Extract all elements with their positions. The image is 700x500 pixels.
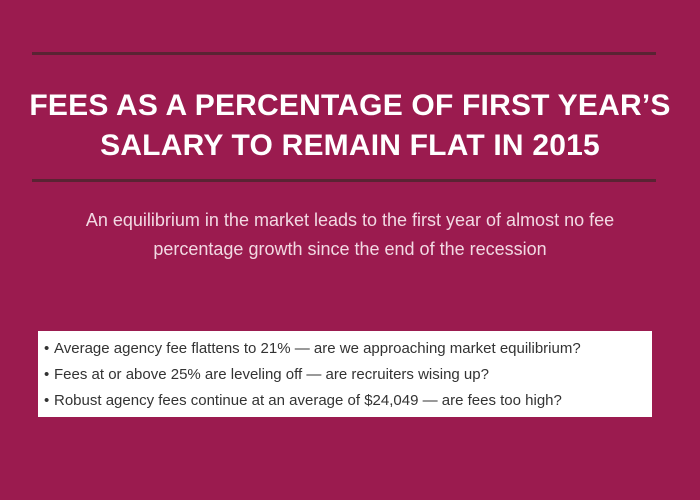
bullet-dot-icon: •: [44, 392, 50, 409]
bullet-text: Fees at or above 25% are leveling off — …: [54, 366, 489, 383]
title-line-1: FEES AS A PERCENTAGE OF FIRST YEAR’S: [29, 89, 671, 122]
bullet-dot-icon: •: [44, 340, 50, 357]
top-divider: [32, 52, 656, 55]
bottom-divider: [32, 179, 656, 182]
list-item: • Robust agency fees continue at an aver…: [44, 388, 652, 414]
page-title: FEES AS A PERCENTAGE OF FIRST YEAR’S SAL…: [0, 86, 700, 166]
bullet-dot-icon: •: [44, 366, 50, 383]
bullet-list-panel: • Average agency fee flattens to 21% — a…: [38, 331, 652, 417]
title-line-2: SALARY TO REMAIN FLAT IN 2015: [100, 129, 600, 162]
list-item: • Average agency fee flattens to 21% — a…: [44, 336, 652, 362]
subtitle-line-1: An equilibrium in the market leads to th…: [85, 210, 615, 230]
subtitle-line-2: percentage growth since the end of the r…: [153, 239, 547, 259]
list-item: • Fees at or above 25% are leveling off …: [44, 362, 652, 388]
bullet-text: Robust agency fees continue at an averag…: [54, 392, 562, 409]
page-subtitle: An equilibrium in the market leads to th…: [0, 206, 700, 264]
bullet-text: Average agency fee flattens to 21% — are…: [54, 340, 581, 357]
